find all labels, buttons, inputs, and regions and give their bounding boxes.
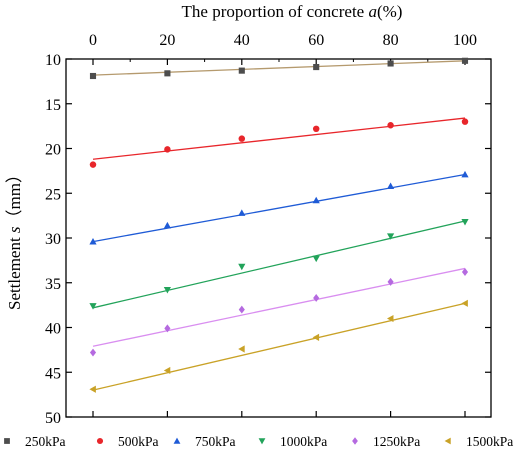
data-point-1250kPa	[164, 324, 171, 333]
y-tick-label: 10	[45, 52, 61, 69]
x-tick-label: 100	[453, 32, 477, 49]
data-point-1000kPa	[238, 263, 246, 271]
legend-label-1250kPa: 1250kPa	[373, 434, 420, 449]
data-point-1250kPa	[313, 294, 320, 302]
data-point-500kPa	[238, 135, 246, 142]
data-point-1250kPa	[461, 268, 469, 276]
data-point-750kPa	[238, 209, 246, 216]
data-point-750kPa	[312, 196, 320, 204]
data-point-1500kPa	[312, 333, 320, 341]
x-tick-label: 60	[308, 32, 324, 49]
data-point-1000kPa	[312, 255, 320, 263]
y-tick-label: 15	[45, 97, 61, 114]
x-tick-label: 80	[383, 32, 399, 49]
data-point-750kPa	[461, 170, 469, 178]
data-point-500kPa	[312, 125, 320, 133]
data-point-750kPa	[163, 221, 171, 229]
legend-label-750kPa: 750kPa	[195, 434, 236, 449]
legend-marker-1250kPa	[352, 437, 358, 445]
plot-frame	[65, 58, 492, 418]
data-point-500kPa	[164, 146, 171, 153]
data-point-1500kPa	[387, 314, 394, 323]
fit-line-1000kPa	[92, 220, 466, 309]
data-point-1250kPa	[387, 277, 394, 286]
data-point-500kPa	[461, 118, 469, 125]
legend-marker-750kPa	[173, 437, 181, 444]
data-point-250kPa	[313, 63, 320, 71]
data-point-500kPa	[387, 121, 394, 129]
y-tick-label: 50	[45, 410, 61, 427]
data-point-250kPa	[387, 60, 394, 67]
legend-marker-1000kPa	[258, 438, 266, 445]
data-point-1500kPa	[238, 345, 245, 353]
legend-marker-500kPa	[96, 437, 104, 445]
legend-marker-1500kPa	[444, 437, 451, 445]
x-tick-label: 0	[89, 32, 97, 49]
x-tick-label: 20	[159, 32, 175, 49]
data-points	[89, 57, 469, 393]
data-point-750kPa	[89, 237, 97, 245]
legend-label-250kPa: 250kPa	[25, 434, 66, 449]
y-tick-label: 40	[45, 321, 61, 338]
data-point-1500kPa	[89, 385, 96, 393]
data-point-250kPa	[164, 70, 171, 77]
y-tick-label: 30	[45, 231, 61, 248]
data-point-1000kPa	[461, 219, 469, 226]
fit-line-500kPa	[92, 117, 466, 160]
data-point-250kPa	[89, 72, 97, 80]
y-tick-label: 35	[45, 276, 61, 293]
data-point-750kPa	[387, 182, 395, 189]
data-point-1500kPa	[163, 366, 171, 375]
data-point-1250kPa	[238, 305, 245, 314]
legend-label-500kPa: 500kPa	[118, 434, 159, 449]
fit-line-250kPa	[92, 60, 466, 76]
y-tick-label: 25	[45, 186, 61, 203]
x-tick-label: 40	[234, 32, 250, 49]
data-point-250kPa	[461, 57, 469, 64]
data-point-1250kPa	[89, 348, 97, 357]
legend: 250kPa 500kPa 750kPa 1000kPa 1250kPa 1500kPa	[4, 434, 513, 449]
y-axis-ticks: 10 15 20 25 30 35 40 45 50	[45, 52, 491, 427]
fit-line-1250kPa	[92, 267, 466, 347]
fit-line-750kPa	[92, 173, 466, 243]
data-point-250kPa	[238, 67, 245, 74]
data-point-1000kPa	[387, 233, 395, 240]
x-axis-ticks: 0 20 40 60 80 100	[89, 32, 477, 417]
legend-label-1500kPa: 1500kPa	[466, 434, 513, 449]
y-tick-label: 20	[45, 142, 61, 159]
data-point-1000kPa	[163, 287, 171, 294]
data-point-1500kPa	[461, 299, 468, 307]
legend-label-1000kPa: 1000kPa	[280, 434, 327, 449]
fit-lines	[92, 60, 466, 391]
x-axis-label: The proportion of concrete a(%)	[182, 2, 403, 21]
data-point-1000kPa	[89, 303, 97, 310]
legend-marker-250kPa	[4, 438, 10, 444]
fit-line-1500kPa	[92, 302, 466, 391]
y-axis-label: Settlement s（mm）	[5, 166, 24, 310]
data-point-500kPa	[89, 161, 97, 168]
y-tick-label: 45	[45, 365, 61, 382]
